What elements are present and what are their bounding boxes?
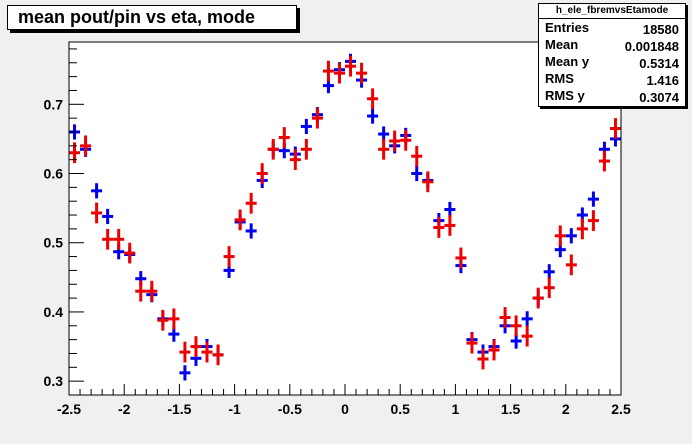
stats-label: Entries xyxy=(545,20,590,35)
stats-row-rms: RMS 1.416 xyxy=(539,70,685,88)
data-point xyxy=(190,336,202,357)
data-point xyxy=(521,325,533,347)
y-tick-label: 0.7 xyxy=(44,96,64,112)
data-point xyxy=(521,311,533,327)
data-point xyxy=(411,165,423,182)
data-point xyxy=(422,171,434,193)
data-point xyxy=(499,307,511,328)
data-point xyxy=(367,88,379,110)
data-point xyxy=(102,228,114,250)
data-series-group xyxy=(69,53,621,381)
data-point xyxy=(300,118,312,135)
stats-value: 0.001848 xyxy=(624,39,679,54)
data-point xyxy=(168,308,180,330)
data-point xyxy=(289,149,301,171)
y-tick-label: 0.4 xyxy=(44,304,64,320)
data-point xyxy=(532,287,544,309)
data-point xyxy=(201,341,213,363)
data-point xyxy=(367,108,379,124)
data-point xyxy=(80,135,92,157)
data-point xyxy=(477,348,489,370)
x-tick-label: -1.5 xyxy=(167,401,191,417)
stats-box: h_ele_fbremvsEtamode Entries 18580 Mean … xyxy=(538,3,686,107)
data-point xyxy=(356,62,368,84)
x-tick-label: -1 xyxy=(228,401,241,417)
x-tick-label: 0.5 xyxy=(390,401,410,417)
data-point xyxy=(543,264,555,280)
data-point xyxy=(256,163,268,184)
data-point xyxy=(576,218,588,240)
data-point xyxy=(587,210,599,231)
data-point xyxy=(102,208,114,225)
stats-histogram-name: h_ele_fbremvsEtamode xyxy=(539,4,685,19)
stats-value: 0.5314 xyxy=(639,56,679,71)
data-point xyxy=(433,217,445,238)
data-point xyxy=(466,332,478,354)
data-point xyxy=(510,315,522,337)
stats-value: 1.416 xyxy=(646,73,679,88)
data-point xyxy=(179,341,191,363)
stats-label: RMS y xyxy=(545,88,585,103)
axes-group: -2.5 -2 -1.5 -1 -0.5 0 0.5 1 1.5 2 2.5 0.3 0.4 0.5 0.6… xyxy=(44,48,631,417)
data-point xyxy=(554,225,566,247)
stats-row-mean-y: Mean y 0.5314 xyxy=(539,53,685,71)
data-point xyxy=(234,209,246,231)
data-point xyxy=(322,60,334,82)
stats-value: 18580 xyxy=(642,22,679,37)
data-point xyxy=(267,138,279,160)
stats-label: Mean xyxy=(545,37,579,52)
y-tick-label: 0.5 xyxy=(44,235,64,251)
x-tick-label: 0 xyxy=(341,401,349,417)
data-point xyxy=(179,365,191,381)
data-point xyxy=(113,228,125,250)
y-tick-label: 0.6 xyxy=(44,166,64,182)
stats-row-entries: Entries 18580 xyxy=(539,19,685,37)
x-tick-label: -2 xyxy=(118,401,131,417)
x-tick-label: 2.5 xyxy=(611,401,631,417)
x-tick-label: 1.5 xyxy=(501,401,521,417)
data-point xyxy=(598,150,610,172)
data-point xyxy=(444,215,456,236)
data-point xyxy=(345,55,357,77)
data-point xyxy=(587,191,599,207)
stats-label: Mean y xyxy=(545,54,590,69)
data-point xyxy=(543,277,555,299)
data-point xyxy=(223,246,235,267)
data-point xyxy=(411,145,423,167)
data-point xyxy=(91,183,103,199)
x-tick-label: -0.5 xyxy=(278,401,302,417)
data-point xyxy=(124,242,136,264)
x-tick-label: 2 xyxy=(562,401,570,417)
chart-title: mean pout/pin vs eta, mode xyxy=(18,7,256,27)
data-point xyxy=(245,192,257,214)
data-point xyxy=(146,280,158,302)
data-point xyxy=(565,228,577,244)
data-point xyxy=(300,138,312,160)
data-point xyxy=(157,309,169,331)
data-point xyxy=(488,339,500,361)
data-point xyxy=(400,129,412,151)
stats-row-rms-y: RMS y 0.3074 xyxy=(539,87,685,105)
data-point xyxy=(455,247,467,269)
data-point xyxy=(245,223,257,239)
chart-title-box: mean pout/pin vs eta, mode xyxy=(7,5,297,30)
data-point xyxy=(135,280,147,302)
data-point xyxy=(389,130,401,152)
data-point xyxy=(91,202,103,224)
stats-value: 0.3074 xyxy=(639,90,679,105)
stats-row-mean: Mean 0.001848 xyxy=(539,36,685,54)
data-point xyxy=(311,107,323,129)
data-point xyxy=(565,254,577,276)
stats-label: RMS xyxy=(545,71,574,86)
x-tick-label: -2.5 xyxy=(57,401,81,417)
data-point xyxy=(378,138,390,160)
data-point xyxy=(333,62,345,84)
x-tick-label: 1 xyxy=(452,401,460,417)
y-tick-label: 0.3 xyxy=(44,373,64,389)
data-point xyxy=(278,127,290,148)
data-point xyxy=(444,201,456,218)
data-point xyxy=(609,118,621,139)
data-point xyxy=(212,344,224,366)
